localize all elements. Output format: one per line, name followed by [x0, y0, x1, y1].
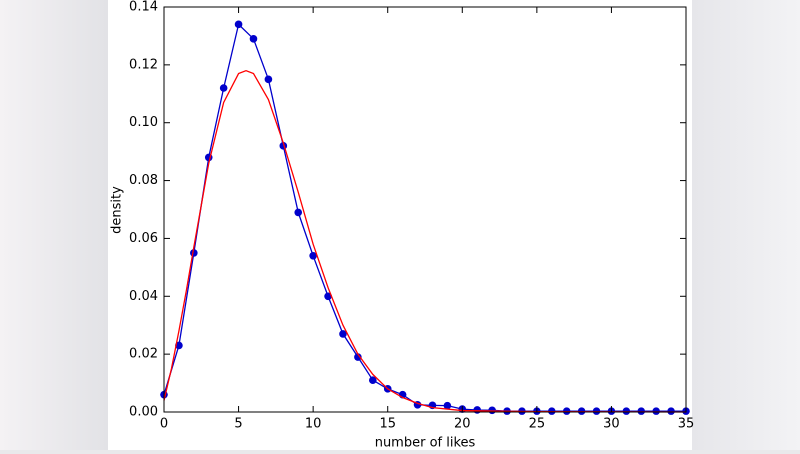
series-line [163, 69, 687, 413]
x-tick-label: 5 [234, 417, 242, 432]
y-tick-label: 0.02 [129, 347, 158, 362]
point [473, 406, 482, 414]
point [667, 407, 675, 415]
x-axis-label: number of likes [375, 436, 476, 451]
right-backdrop [692, 0, 800, 450]
plot-frame [163, 6, 687, 413]
point [294, 208, 303, 217]
point [622, 407, 631, 415]
y-tick-label: 0.10 [129, 115, 158, 130]
y-tick-label: 0.04 [129, 289, 158, 304]
y-tick-label: 0.00 [129, 405, 158, 420]
point [354, 353, 362, 361]
point [637, 407, 646, 415]
left-backdrop [0, 0, 108, 450]
point [309, 251, 317, 260]
point [264, 75, 273, 84]
point [339, 330, 347, 338]
x-tick-label: 25 [529, 417, 546, 432]
x-tick-label: 0 [160, 417, 168, 432]
point [219, 84, 228, 92]
y-tick-label: 0.08 [129, 173, 158, 188]
point [443, 401, 452, 410]
y-tick-label: 0.12 [129, 57, 158, 72]
y-tick-label: 0.14 [129, 0, 158, 15]
point [577, 407, 586, 415]
x-tick-label: 30 [603, 417, 620, 432]
x-tick-label: 15 [379, 417, 396, 432]
point [652, 407, 660, 415]
x-tick-label: 20 [454, 417, 471, 432]
point [369, 376, 377, 384]
point [324, 292, 332, 301]
point [592, 407, 601, 415]
x-tick-label: 10 [305, 417, 322, 432]
point [249, 35, 258, 43]
x-tick-label: 35 [678, 417, 695, 432]
figure [108, 0, 692, 450]
point [488, 406, 496, 415]
y-tick-label: 0.06 [129, 231, 158, 246]
y-axis-label: density [110, 186, 125, 234]
point [234, 20, 243, 29]
